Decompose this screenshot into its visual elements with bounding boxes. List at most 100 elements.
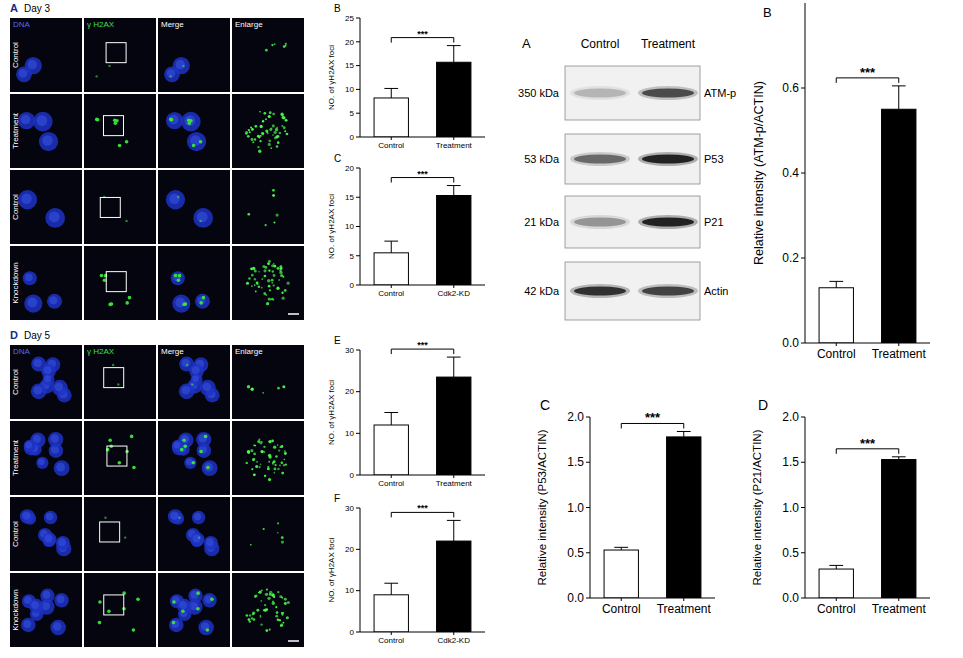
x-tick-label: Treatment <box>872 347 927 361</box>
focus <box>254 138 256 140</box>
focus <box>272 602 275 605</box>
significance-label: *** <box>860 436 876 451</box>
focus <box>274 43 276 45</box>
nucleus <box>24 294 42 312</box>
blot-band <box>574 287 626 296</box>
zoom-box <box>107 446 127 466</box>
focus <box>272 189 275 192</box>
marks <box>604 431 701 598</box>
nucleus <box>20 509 35 524</box>
focus <box>261 287 263 289</box>
nucleus-core <box>56 463 65 472</box>
focus <box>260 463 262 465</box>
nucleus-core <box>193 535 201 543</box>
y-tick <box>356 433 360 434</box>
blot-strip <box>565 196 700 248</box>
nucleus <box>172 440 184 452</box>
focus <box>268 455 271 458</box>
micrograph-bg <box>10 170 82 244</box>
focus <box>262 133 264 135</box>
micrograph <box>84 94 156 168</box>
focus <box>280 625 282 627</box>
focus <box>125 301 129 305</box>
focus <box>248 618 251 621</box>
focus <box>281 536 284 539</box>
focus <box>252 267 255 270</box>
y-tick <box>356 168 360 169</box>
focus <box>95 75 97 77</box>
nucleus <box>18 190 37 209</box>
focus <box>172 621 176 625</box>
focus <box>286 133 289 136</box>
micrograph: Treatment <box>10 421 82 495</box>
x-axis <box>805 343 930 344</box>
focus <box>104 517 106 519</box>
y-tick <box>356 590 360 591</box>
y-tick <box>356 632 360 633</box>
focus <box>281 461 284 464</box>
row-label: Control <box>11 42 20 68</box>
zoom-box <box>103 116 123 136</box>
focus <box>287 601 290 604</box>
micrograph-bg <box>232 94 304 168</box>
x-tick <box>898 598 899 601</box>
y-tick <box>586 417 590 418</box>
bar-chart: 05101520ControlCdk2-KDNO. of γH2AX fociC… <box>327 153 485 298</box>
x-tick <box>683 598 684 601</box>
focus <box>258 466 260 468</box>
y-axis-label: NO. of γH2AX foci <box>327 194 336 259</box>
y-tick-label: 1.0 <box>782 501 799 515</box>
y-tick <box>356 475 360 476</box>
nucleus <box>23 271 37 285</box>
zoom-box <box>104 595 124 615</box>
nucleus-core <box>38 459 45 466</box>
focus <box>251 128 254 131</box>
nucleus-core <box>23 620 31 628</box>
micrograph: Control <box>10 497 82 571</box>
nucleus <box>168 509 183 524</box>
row-label: Treatment <box>11 439 20 476</box>
error-bar <box>614 547 628 550</box>
error-cap <box>384 88 398 89</box>
y-tick-label: 15 <box>345 193 354 202</box>
blot-band-halo <box>570 86 630 100</box>
nucleus-core <box>22 512 30 520</box>
y-tick <box>356 549 360 550</box>
y-tick <box>356 18 360 19</box>
focus <box>264 475 266 477</box>
nucleus-core <box>171 620 179 628</box>
focus <box>260 125 263 128</box>
y-tick-label: 5 <box>350 252 355 261</box>
micrograph <box>84 170 156 244</box>
focus <box>275 213 278 216</box>
focus <box>199 301 203 305</box>
x-tick <box>453 632 454 635</box>
y-axis-label: NO. of γH2AX foci <box>327 45 336 110</box>
scale-bar <box>288 640 299 642</box>
nucleus-core <box>33 386 42 395</box>
micrograph: γ H2AX <box>84 18 156 92</box>
blot-band-halo <box>638 284 698 298</box>
focus <box>110 302 114 306</box>
nucleus-core <box>51 434 59 442</box>
y-tick-label: 1.5 <box>782 455 799 469</box>
focus <box>254 595 257 598</box>
micrograph <box>158 170 230 244</box>
column-header: DNA <box>13 347 31 356</box>
y-tick-label: 20 <box>345 38 354 47</box>
error-stem <box>453 46 454 63</box>
y-tick <box>356 226 360 227</box>
blot-band <box>642 155 694 164</box>
focus <box>100 274 104 278</box>
micrograph-bg <box>158 421 230 495</box>
nucleus-core <box>25 273 33 281</box>
focus <box>274 467 277 470</box>
x-tick-label: Control <box>378 636 404 645</box>
focus <box>283 464 285 466</box>
micrograph-bg <box>232 18 304 92</box>
y-tick-label: 20 <box>345 545 354 554</box>
column-header: Merge <box>161 347 184 356</box>
focus <box>253 618 256 621</box>
focus <box>259 591 261 593</box>
focus <box>273 274 276 277</box>
